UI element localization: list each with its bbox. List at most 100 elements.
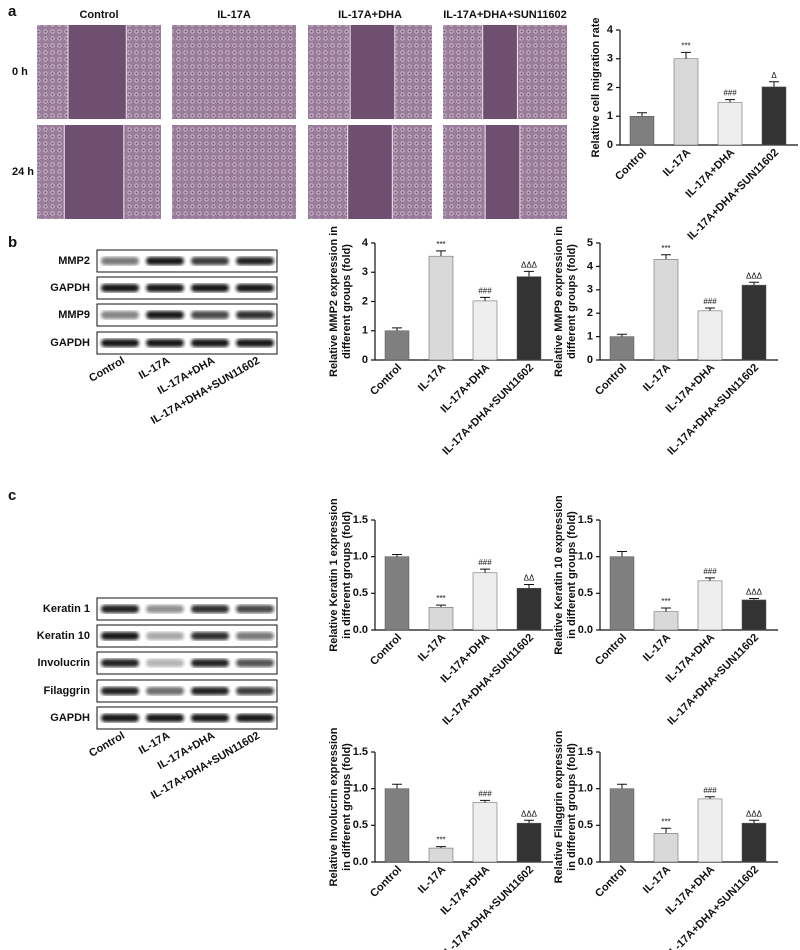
y-axis-label: Relative Filaggrin expression xyxy=(553,730,565,883)
column-header: IL-17A xyxy=(217,9,251,21)
blot-band xyxy=(101,605,139,613)
column-header: IL-17A+DHA xyxy=(338,9,402,21)
blot-band xyxy=(101,339,139,347)
y-tick-label: 1.5 xyxy=(353,514,368,526)
row-label: 0 h xyxy=(12,66,28,78)
error-bar xyxy=(769,81,779,87)
blot-band xyxy=(101,687,139,695)
error-bar xyxy=(749,819,759,824)
blot-band xyxy=(146,605,184,613)
error-bar xyxy=(617,551,627,557)
blot-band xyxy=(236,311,274,319)
y-tick-label: 5 xyxy=(587,237,593,249)
bar xyxy=(673,58,699,146)
blot-label: GAPDH xyxy=(50,337,90,349)
y-tick-label: 3 xyxy=(362,266,368,278)
x-tick-label: Control xyxy=(613,147,649,183)
blot-frame xyxy=(96,624,278,648)
significance-label: ΔΔΔ xyxy=(746,588,763,597)
error-bar xyxy=(705,307,715,311)
blot-band xyxy=(101,632,139,640)
error-bar xyxy=(661,607,671,612)
scratch-area xyxy=(68,25,127,119)
column-header: IL-17A+DHA+SUN11602 xyxy=(443,9,567,21)
x-tick-label: IL-17A xyxy=(661,147,693,179)
blot-label: MMP2 xyxy=(58,255,90,267)
x-tick-label: Control xyxy=(593,864,629,900)
blot-frame xyxy=(96,651,278,675)
blot-label: Filaggrin xyxy=(44,685,91,697)
y-tick-label: 2 xyxy=(587,307,593,319)
x-tick-label: IL-17A+DHA+SUN11602 xyxy=(665,362,761,458)
scratch-area xyxy=(350,25,395,119)
error-bar xyxy=(392,553,402,557)
significance-label: *** xyxy=(436,594,445,603)
blot-band xyxy=(146,311,184,319)
blot-band xyxy=(191,257,229,265)
error-bar xyxy=(480,568,490,573)
y-tick-label: 1.5 xyxy=(578,746,593,758)
bar xyxy=(697,310,723,361)
blot-band xyxy=(236,687,274,695)
blot-label: GAPDH xyxy=(50,282,90,294)
error-bar xyxy=(705,796,715,799)
error-bar xyxy=(524,819,534,824)
blot-band xyxy=(191,632,229,640)
error-bar xyxy=(480,799,490,803)
bar xyxy=(653,833,679,863)
panel-label: b xyxy=(8,234,17,251)
blot-band xyxy=(146,714,184,722)
y-axis-label: Relative MMP9 expression in xyxy=(553,226,565,377)
significance-label: ### xyxy=(703,567,717,576)
bar xyxy=(609,788,635,863)
x-tick-label: Control xyxy=(593,362,629,398)
y-tick-label: 4 xyxy=(587,260,594,272)
blot-band xyxy=(101,659,139,667)
micrograph xyxy=(172,125,296,219)
bar xyxy=(741,599,767,631)
blot-frame xyxy=(96,276,278,300)
error-bar xyxy=(436,250,446,257)
y-axis-label: Relative Keratin 1 expression xyxy=(328,498,340,652)
y-tick-label: 4 xyxy=(607,24,614,36)
blot-band xyxy=(191,605,229,613)
y-tick-label: 0.0 xyxy=(353,624,368,636)
y-axis-label: Relative cell migration rate xyxy=(590,18,602,158)
error-bar xyxy=(524,584,534,589)
error-bar xyxy=(617,783,627,789)
y-tick-label: 0.0 xyxy=(578,624,593,636)
y-tick-label: 4 xyxy=(362,237,369,249)
significance-label: ### xyxy=(478,790,492,799)
bar xyxy=(697,580,723,631)
column-header: Control xyxy=(79,9,118,21)
bar xyxy=(472,572,498,631)
y-axis-label: different groups (fold) xyxy=(341,244,353,359)
error-bar xyxy=(617,333,627,337)
blot-band xyxy=(236,632,274,640)
blot-band xyxy=(236,605,274,613)
panel-label: a xyxy=(8,3,17,20)
significance-label: *** xyxy=(436,240,445,249)
y-tick-label: 0 xyxy=(362,354,368,366)
blot-label: GAPDH xyxy=(50,712,90,724)
blot-band xyxy=(191,284,229,292)
blot-frame xyxy=(96,303,278,327)
y-axis-label: Relative Involucrin expression xyxy=(328,727,340,886)
y-tick-label: 0.5 xyxy=(353,587,368,599)
significance-label: ΔΔΔ xyxy=(746,809,763,818)
scratch-area xyxy=(482,25,518,119)
blot-band xyxy=(101,257,139,265)
bar xyxy=(653,611,679,631)
significance-label: *** xyxy=(661,244,670,253)
significance-label: ΔΔΔ xyxy=(521,260,538,269)
blot-frame xyxy=(96,597,278,621)
blot-band xyxy=(236,257,274,265)
y-tick-label: 1.0 xyxy=(353,783,368,795)
x-tick-label: Control xyxy=(593,632,629,668)
blot-band xyxy=(101,284,139,292)
blot-band xyxy=(191,714,229,722)
blot-band xyxy=(191,659,229,667)
significance-label: *** xyxy=(661,817,670,826)
bar xyxy=(472,300,498,361)
